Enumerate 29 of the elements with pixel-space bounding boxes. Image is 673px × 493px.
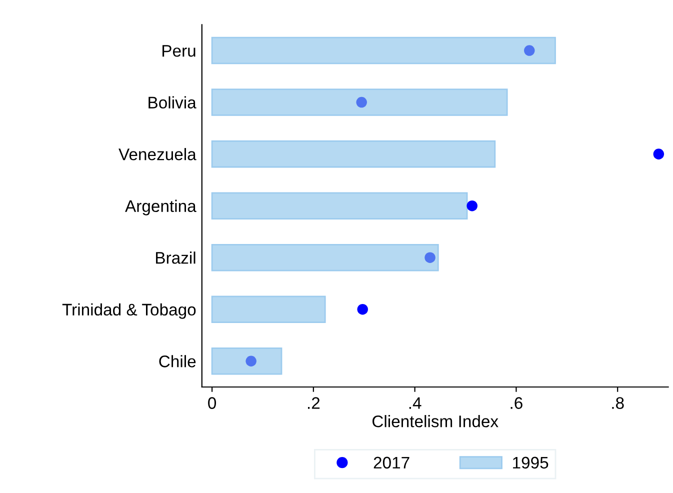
legend-label: 2017 [374, 456, 410, 469]
point [424, 252, 436, 263]
bar [211, 36, 556, 64]
bar [211, 88, 508, 116]
point [524, 45, 535, 56]
bar [211, 244, 439, 272]
point [246, 356, 256, 366]
bar [211, 296, 326, 323]
y-tick-label: Brazil [156, 252, 196, 264]
y-tick-label: Trinidad & Tobago [62, 303, 196, 319]
x-tick-label: .6 [510, 397, 522, 409]
x-tick-label: .4 [409, 397, 422, 409]
x-tick-label: 0 [208, 397, 216, 409]
y-tick-label: Peru [162, 45, 196, 57]
y-tick-label: Chile [159, 355, 196, 368]
point [653, 148, 664, 160]
x-axis-title: Clientelism Index [372, 415, 498, 428]
bar [211, 347, 282, 375]
bar [211, 192, 468, 220]
x-tick-label: .2 [308, 397, 320, 409]
y-tick-label: Argentina [125, 200, 196, 216]
legend-label: 1995 [513, 456, 548, 469]
y-tick-label: Venezuela [118, 148, 196, 160]
x-tick-label: .8 [612, 397, 624, 409]
point [356, 96, 367, 108]
bar [211, 140, 496, 168]
point [357, 304, 368, 315]
point [466, 200, 478, 212]
y-tick-label: Bolivia [148, 96, 196, 108]
